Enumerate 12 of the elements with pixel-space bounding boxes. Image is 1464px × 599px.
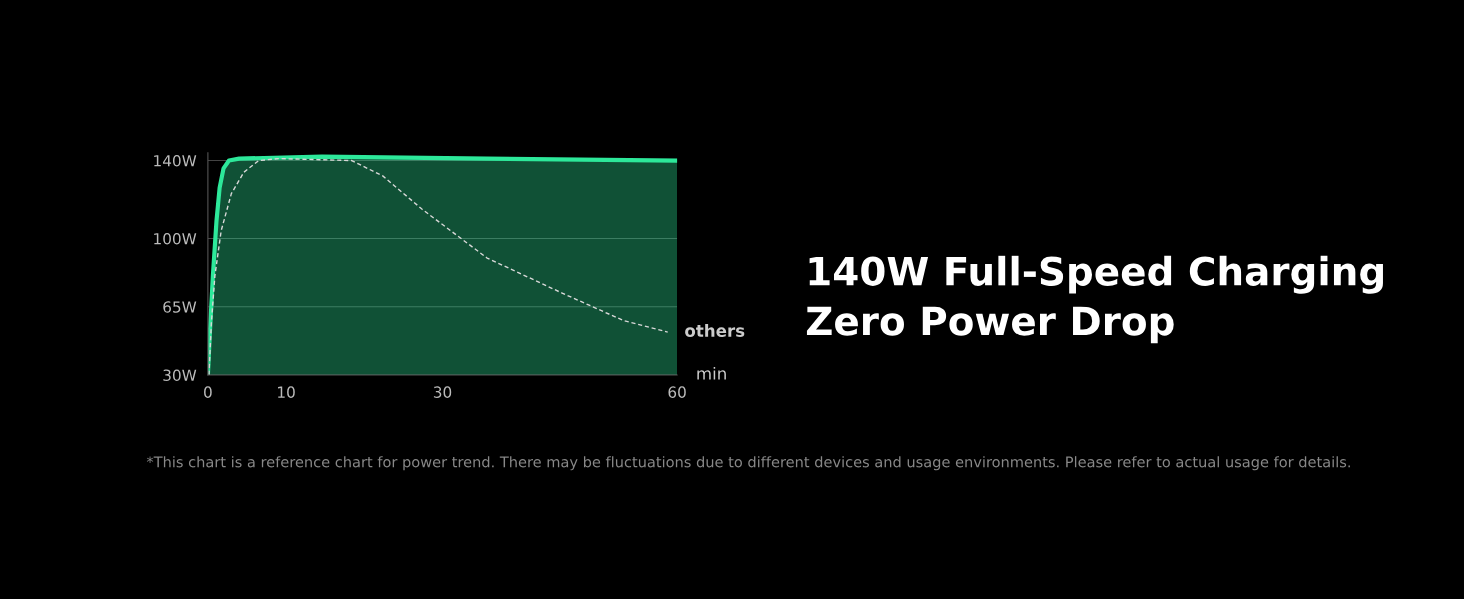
x-tick-label: 10 [278, 386, 295, 398]
text: 140W Full-Speed Charging Zero Power Drop [806, 255, 1383, 344]
x-tick-label: 0 [204, 386, 212, 398]
y-tick-label: 100W [154, 232, 197, 245]
x-tick-label: 30 [433, 386, 452, 398]
y-tick-label: 30W [163, 369, 197, 381]
y-tick-label: 140W [154, 155, 197, 167]
x-axis-title: min [697, 366, 726, 380]
text: *This chart is a reference chart for power trend. There may be fluctuations due to different devices and usage environments. Please refer to actual usage for details. [146, 456, 1350, 471]
y-tick-label: 65W [163, 301, 197, 313]
series-label: others [685, 324, 745, 337]
x-tick-label: 60 [668, 386, 686, 398]
